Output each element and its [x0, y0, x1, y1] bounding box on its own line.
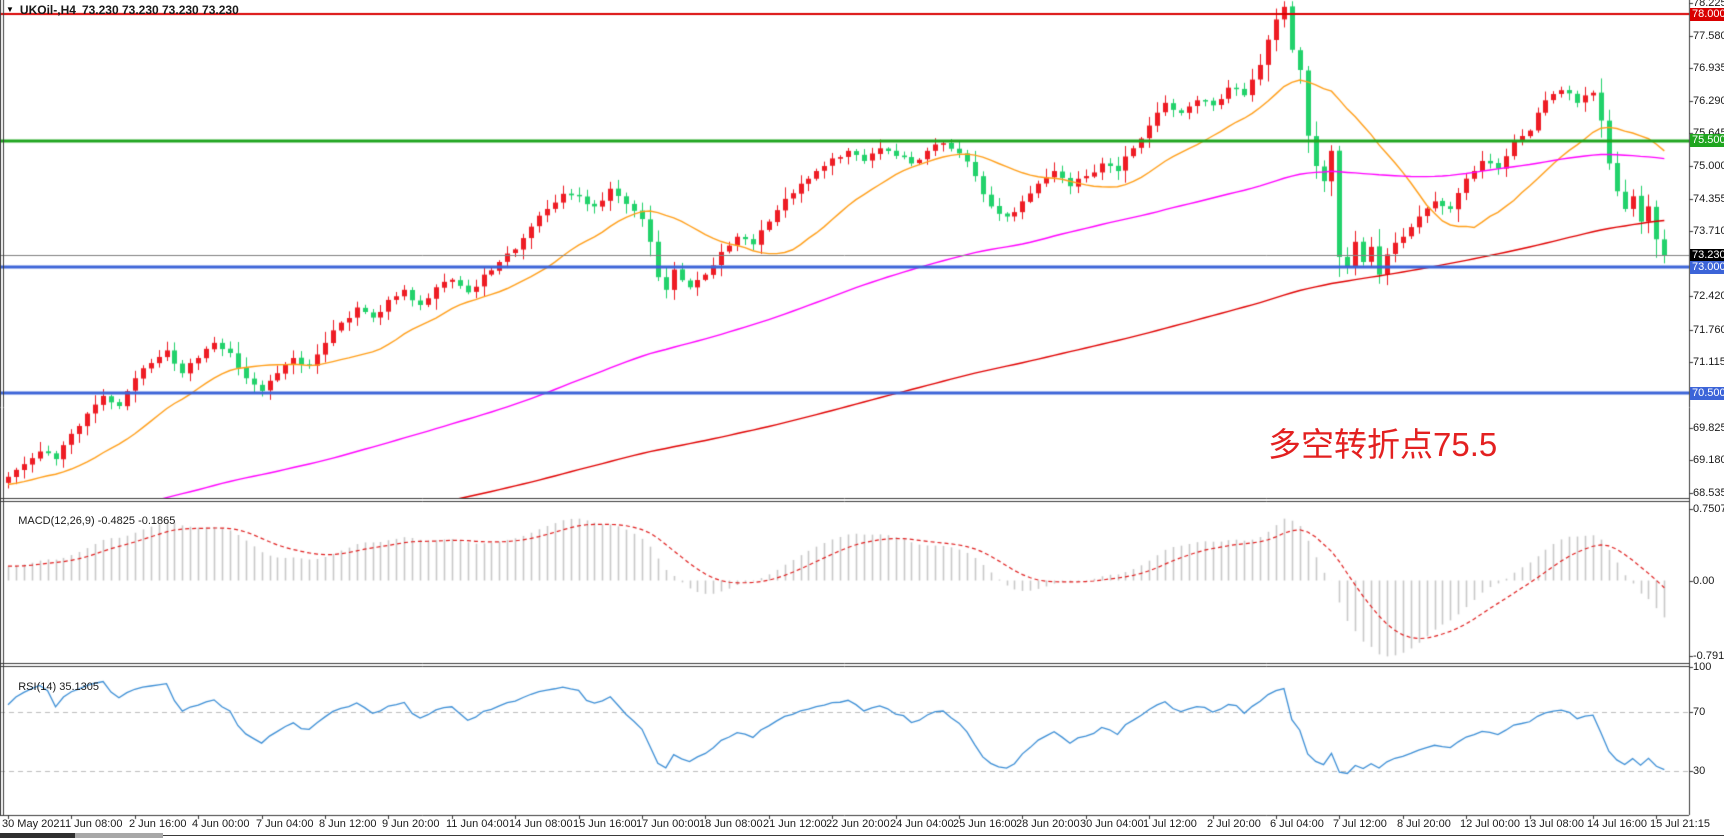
price-tick-label: 69.825 — [1693, 421, 1724, 434]
time-axis-label: 21 Jun 12:00 — [763, 818, 827, 830]
macd-tick-label: 0.00 — [1693, 574, 1715, 587]
price-line-badge: 73.230 — [1690, 248, 1724, 262]
price-tick-label: 68.535 — [1693, 486, 1724, 499]
time-axis-label: 1 Jul 12:00 — [1143, 818, 1197, 830]
time-axis-label: 18 Jun 08:00 — [699, 818, 763, 830]
time-axis-label: 1 Jun 08:00 — [65, 818, 123, 830]
title-bar: ▼ UKOil-,H4 73.230 73.230 73.230 73.230 — [6, 3, 239, 17]
time-axis-label: 8 Jun 12:00 — [319, 818, 377, 830]
chart-text-annotation: 多空转折点75.5 — [1268, 426, 1498, 463]
rsi-name: RSI(14) — [18, 681, 57, 693]
time-axis-label: 13 Jul 08:00 — [1524, 818, 1584, 830]
time-axis-label: 9 Jun 20:00 — [382, 818, 440, 830]
rsi-value: 35.1305 — [59, 681, 99, 693]
scrollbar-segment[interactable] — [75, 833, 163, 838]
time-axis-label: 14 Jul 16:00 — [1587, 818, 1647, 830]
time-axis-label: 28 Jun 20:00 — [1016, 818, 1080, 830]
time-axis-label: 17 Jun 00:00 — [636, 818, 700, 830]
price-tick-label: 78.225 — [1693, 0, 1724, 10]
price-tick-label: 74.355 — [1693, 192, 1724, 205]
price-tick-label: 76.290 — [1693, 94, 1724, 107]
price-line-badge: 73.000 — [1690, 260, 1724, 274]
time-axis-label: 30 May 2021 — [2, 818, 66, 830]
price-tick-label: 71.760 — [1693, 323, 1724, 336]
rsi-tick-label: 70 — [1693, 705, 1706, 718]
time-axis-label: 8 Jul 20:00 — [1397, 818, 1451, 830]
ohlc-values: 73.230 73.230 73.230 73.230 — [81, 3, 239, 17]
price-line-badge: 70.500 — [1690, 386, 1724, 400]
time-axis-label: 30 Jun 04:00 — [1080, 818, 1144, 830]
time-axis-label: 7 Jun 04:00 — [256, 818, 314, 830]
time-axis-label: 22 Jun 20:00 — [826, 818, 890, 830]
time-axis-label: 6 Jul 04:00 — [1270, 818, 1324, 830]
macd-tick-label: 0.7507 — [1693, 502, 1724, 515]
time-axis-label: 15 Jul 21:15 — [1650, 818, 1710, 830]
price-tick-label: 77.580 — [1693, 29, 1724, 42]
macd-values: -0.4825 -0.1865 — [97, 515, 176, 527]
scrollbar-thumb[interactable] — [0, 833, 75, 838]
rsi-tick-label: 30 — [1693, 764, 1706, 777]
price-tick-label: 72.420 — [1693, 290, 1724, 303]
price-line-badge: 75.500 — [1690, 134, 1724, 148]
price-tick-label: 71.115 — [1693, 356, 1724, 369]
symbol-timeframe-label: UKOil-,H4 — [19, 3, 76, 17]
price-axis[interactable] — [1689, 0, 1724, 815]
horizontal-scrollbar — [0, 832, 1724, 839]
time-axis-label: 25 Jun 16:00 — [953, 818, 1017, 830]
macd-tick-label: -0.7918 — [1693, 649, 1724, 662]
time-axis-label: 2 Jun 16:00 — [129, 818, 187, 830]
time-axis-label: 24 Jun 04:00 — [890, 818, 954, 830]
price-tick-label: 69.180 — [1693, 454, 1724, 467]
price-tick-label: 76.935 — [1693, 62, 1724, 75]
price-tick-label: 73.710 — [1693, 225, 1724, 238]
price-line-badge: 78.000 — [1690, 7, 1724, 21]
time-axis-label: 7 Jul 12:00 — [1333, 818, 1387, 830]
symbol-dropdown-icon[interactable]: ▼ — [6, 5, 14, 14]
rsi-indicator-label: RSI(14) 35.1305 — [6, 669, 99, 705]
time-axis-label: 15 Jun 16:00 — [573, 818, 637, 830]
scrollbar-track-line — [163, 835, 1724, 836]
time-axis-label: 2 Jul 20:00 — [1207, 818, 1261, 830]
time-axis-label: 14 Jun 08:00 — [509, 818, 573, 830]
rsi-tick-label: 100 — [1693, 661, 1712, 674]
time-axis-label: 11 Jun 04:00 — [446, 818, 509, 830]
time-axis-label: 4 Jun 00:00 — [192, 818, 250, 830]
macd-indicator-label: MACD(12,26,9) -0.4825 -0.1865 — [6, 503, 175, 539]
price-tick-label: 75.000 — [1693, 160, 1724, 172]
time-axis-label: 12 Jul 00:00 — [1460, 818, 1520, 830]
macd-name: MACD(12,26,9) — [18, 515, 95, 527]
